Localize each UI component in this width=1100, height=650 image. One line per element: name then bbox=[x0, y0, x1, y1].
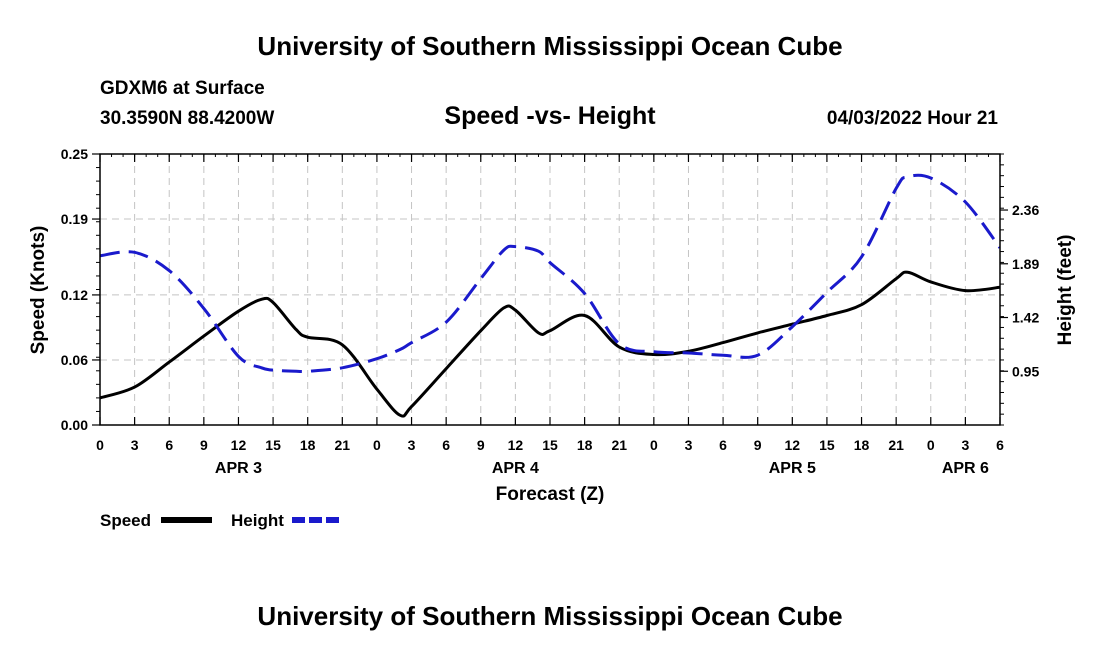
y-axis-label: Speed (Knots) bbox=[28, 226, 49, 355]
axis-ticks: 0 3 6 9 12 15 18 21 0 3 6 9 12 15 18 21 0 3 6 9 12 15 18 21 0 3 6A… bbox=[61, 146, 1040, 477]
x-tick-label: 18 bbox=[577, 437, 593, 453]
y-tick-label: 0.06 bbox=[61, 352, 88, 368]
x-tick-label: 18 bbox=[854, 437, 870, 453]
y2-tick-label: 1.42 bbox=[1012, 310, 1039, 326]
coords-label: 30.3590N 88.4200W bbox=[100, 108, 274, 129]
x-tick-label: 0 bbox=[96, 437, 104, 453]
y2-tick-label: 1.89 bbox=[1012, 256, 1039, 272]
day-label: APR 4 bbox=[492, 460, 539, 477]
day-label: APR 6 bbox=[942, 460, 989, 477]
title-bottom: University of Southern Mississippi Ocean… bbox=[257, 601, 842, 631]
x-tick-label: 0 bbox=[373, 437, 381, 453]
x-tick-label: 3 bbox=[685, 437, 693, 453]
x-tick-label: 6 bbox=[996, 437, 1004, 453]
x-tick-label: 21 bbox=[888, 437, 904, 453]
x-tick-label: 9 bbox=[200, 437, 208, 453]
series-lines bbox=[100, 173, 1000, 418]
y-tick-label: 0.25 bbox=[61, 146, 88, 162]
x-tick-label: 3 bbox=[961, 437, 969, 453]
x-tick-label: 21 bbox=[611, 437, 627, 453]
x-tick-label: 9 bbox=[754, 437, 762, 453]
x-tick-label: 15 bbox=[542, 437, 558, 453]
grid bbox=[100, 154, 1000, 425]
chart-title: Speed -vs- Height bbox=[444, 102, 656, 130]
title-top: University of Southern Mississippi Ocean… bbox=[257, 31, 842, 61]
y2-tick-label: 2.36 bbox=[1012, 202, 1039, 218]
x-axis-label: Forecast (Z) bbox=[496, 484, 605, 505]
x-tick-label: 3 bbox=[131, 437, 139, 453]
plot-frame bbox=[99, 153, 1001, 426]
x-tick-label: 0 bbox=[650, 437, 658, 453]
x-tick-label: 15 bbox=[265, 437, 281, 453]
day-label: APR 3 bbox=[215, 460, 262, 477]
y-tick-label: 0.00 bbox=[61, 417, 88, 433]
x-tick-label: 3 bbox=[408, 437, 416, 453]
legend-label-height: Height bbox=[231, 511, 284, 530]
y-tick-label: 0.19 bbox=[61, 211, 88, 227]
day-label: APR 5 bbox=[769, 460, 816, 477]
legend: Speed Height bbox=[100, 511, 343, 530]
y-tick-label: 0.12 bbox=[61, 287, 88, 303]
y2-axis-label: Height (feet) bbox=[1055, 235, 1076, 346]
x-tick-label: 6 bbox=[442, 437, 450, 453]
x-tick-label: 12 bbox=[231, 437, 247, 453]
x-tick-label: 12 bbox=[785, 437, 801, 453]
series-line-speed bbox=[100, 270, 1000, 418]
legend-label-speed: Speed bbox=[100, 511, 151, 530]
x-tick-label: 6 bbox=[165, 437, 173, 453]
y2-tick-label: 0.95 bbox=[1012, 363, 1039, 379]
x-tick-label: 6 bbox=[719, 437, 727, 453]
x-tick-label: 18 bbox=[300, 437, 316, 453]
x-tick-label: 0 bbox=[927, 437, 935, 453]
datetime-label: 04/03/2022 Hour 21 bbox=[827, 108, 999, 129]
x-tick-label: 21 bbox=[335, 437, 351, 453]
station-label: GDXM6 at Surface bbox=[100, 78, 265, 99]
x-tick-label: 15 bbox=[819, 437, 835, 453]
x-tick-label: 12 bbox=[508, 437, 524, 453]
x-tick-label: 9 bbox=[477, 437, 485, 453]
series-line-height bbox=[100, 173, 1000, 374]
